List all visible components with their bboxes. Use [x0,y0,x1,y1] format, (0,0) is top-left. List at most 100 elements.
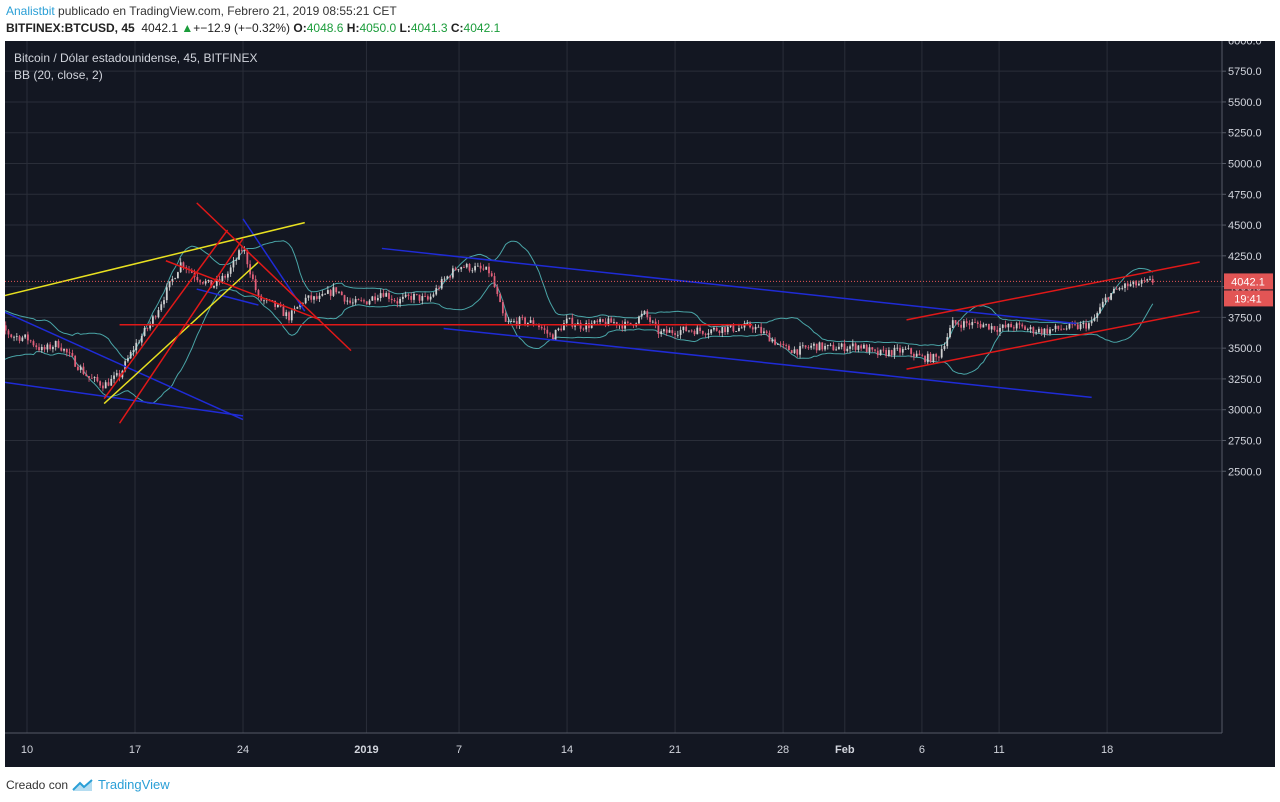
candle-body [376,298,379,301]
candle-body [1104,297,1107,302]
candle-body [610,318,613,323]
candle-body [765,331,768,333]
candle-body [665,329,668,333]
price-tick-label: 3000.0 [1228,405,1262,417]
candle-body [149,323,152,329]
candle-body [1021,324,1024,327]
price-chart[interactable]: 7750.07500.07250.07000.06750.06500.06250… [5,41,1275,767]
candle-body [860,345,863,349]
candle-body [804,345,807,348]
candle-body [513,321,515,322]
time-tick-label: 28 [777,744,789,756]
time-tick-label: 14 [561,744,573,756]
price-change: +−12.9 (+−0.32%) [193,21,291,35]
candle-body [501,302,504,314]
candle-body [274,300,277,307]
author-link[interactable]: Analistbit [6,4,55,18]
candle-body [854,343,857,350]
candle-body [329,290,332,296]
candle-body [107,382,110,386]
candle-body [1115,288,1118,290]
candle-body [988,323,990,330]
candle-body [346,300,349,302]
candle-body [390,298,393,300]
candle-body [407,294,410,296]
chart-area[interactable]: 7750.07500.07250.07000.06750.06500.06250… [5,41,1275,767]
trendline [103,229,229,400]
candle-body [496,287,499,294]
candle-body [1049,329,1051,334]
trendline [5,221,305,297]
candle-body [429,296,432,300]
candle-body [926,353,929,363]
candle-body [49,344,52,350]
candle-body [210,279,213,288]
candle-body [160,304,163,311]
candle-body [699,327,701,331]
candle-body [1046,328,1049,334]
candle-body [24,334,27,338]
candle-body [363,300,365,302]
candle-body [943,346,946,350]
time-tick-label: 6 [919,744,925,756]
candle-body [601,319,604,322]
candle-body [1065,328,1068,330]
candle-body [901,348,904,353]
candle-body [1076,324,1079,329]
price-tick-label: 3250.0 [1228,374,1262,386]
candle-body [135,342,138,351]
candle-body [171,278,174,282]
candle-body [574,325,576,327]
time-tick-label: 2019 [354,744,378,756]
candle-body [521,317,524,318]
candle-body [21,337,24,341]
candle-body [310,295,313,300]
price-tick-label: 5250.0 [1228,128,1262,140]
candle-body [940,349,943,358]
candle-body [224,275,227,278]
candle-body [763,331,765,334]
candle-body [260,295,263,301]
candle-body [454,268,457,271]
candle-body [832,344,835,351]
candle-body [829,344,832,346]
candle-body [776,343,779,345]
candle-body [1087,323,1090,329]
open-value: 4048.6 [306,21,344,35]
candle-body [951,320,954,328]
trendline [906,310,1200,370]
candle-body [215,279,218,286]
candle-body [246,250,249,265]
candle-body [74,355,77,367]
candle-body [893,347,896,356]
candle-body [102,385,104,389]
candle-body [590,323,593,328]
low-value: 4041.3 [410,21,448,35]
bb-upper-band [5,240,1154,361]
candle-body [388,293,390,299]
candle-body [1140,280,1143,284]
tradingview-brand-link[interactable]: TradingView [98,777,170,792]
candle-body [557,328,560,330]
candle-body [849,346,851,349]
candle-body [793,349,796,354]
indicator-legend[interactable]: BB (20, close, 2) [14,68,103,82]
candle-body [226,273,229,278]
candle-body [1071,323,1074,325]
candle-body [913,353,915,357]
candle-body [774,339,776,345]
candle-body [154,316,157,318]
candle-body [976,322,979,324]
candle-body [238,250,240,260]
candle-body [696,327,699,335]
candle-body [326,290,329,294]
candle-body [465,263,468,268]
candle-body [415,294,418,295]
price-tick-label: 5750.0 [1228,66,1262,78]
candle-body [1137,283,1140,286]
candle-body [504,313,507,322]
candle-body [68,352,71,354]
candle-body [38,347,40,351]
candle-body [599,319,601,322]
candle-body [907,348,910,350]
